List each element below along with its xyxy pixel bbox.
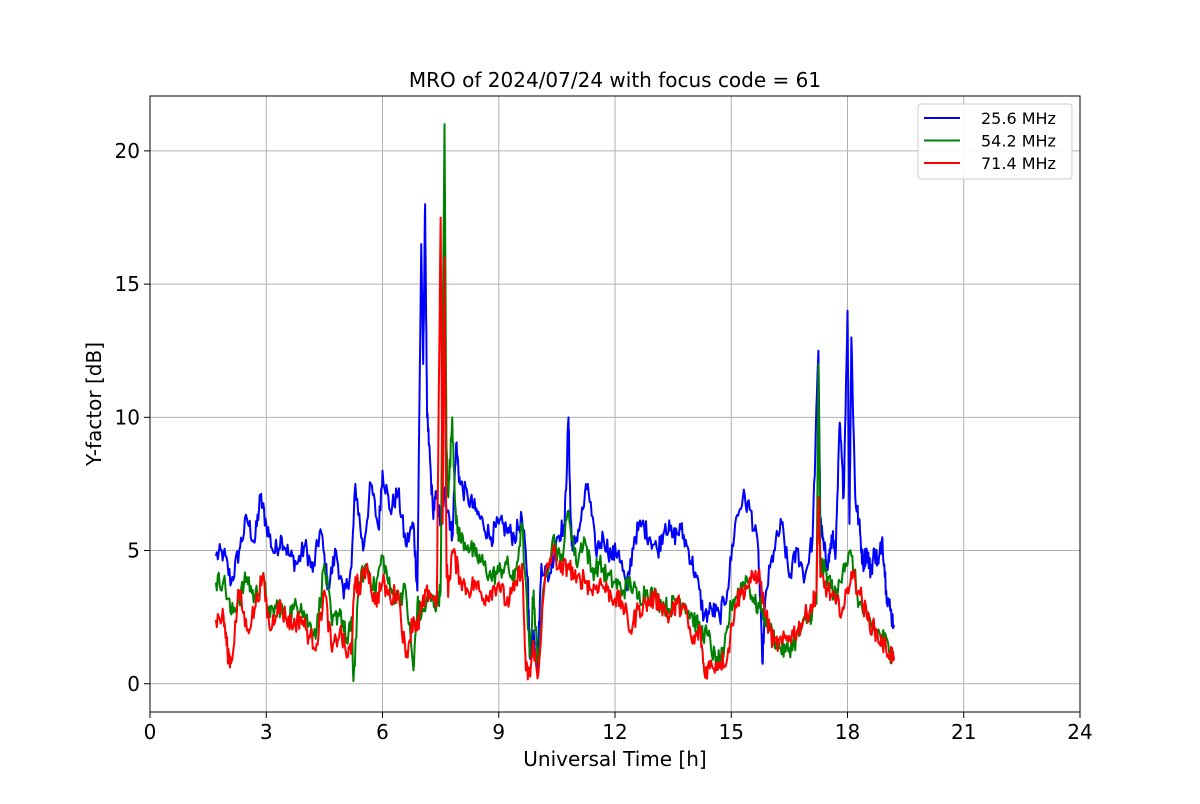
legend-label-2: 71.4 MHz xyxy=(981,154,1056,173)
chart-title: MRO of 2024/07/24 with focus code = 61 xyxy=(409,68,821,92)
x-tick-label: 6 xyxy=(376,720,389,744)
x-tick-label: 9 xyxy=(492,720,505,744)
x-tick-label: 15 xyxy=(719,720,744,744)
y-tick-label: 15 xyxy=(115,272,140,296)
y-tick-label: 10 xyxy=(115,405,140,429)
plot-series xyxy=(214,123,895,683)
x-tick-label: 0 xyxy=(144,720,157,744)
x-tick-label: 12 xyxy=(602,720,627,744)
legend-box xyxy=(917,103,1073,180)
x-tick-label: 3 xyxy=(260,720,273,744)
y-axis-label: Y-factor [dB] xyxy=(82,342,106,467)
axis-ticks: 0 3 6 9 12 15 18 21 24 0 5 10 15 20 xyxy=(115,139,1093,744)
x-axis-label: Universal Time [h] xyxy=(523,747,706,771)
series-line-1 xyxy=(214,123,895,683)
y-tick-label: 20 xyxy=(115,139,140,163)
x-tick-label: 21 xyxy=(951,720,976,744)
legend: 25.6 MHz 54.2 MHz 71.4 MHz xyxy=(917,103,1073,180)
y-tick-label: 5 xyxy=(127,539,140,563)
legend-label-0: 25.6 MHz xyxy=(981,109,1056,128)
y-tick-label: 0 xyxy=(127,672,140,696)
x-tick-label: 24 xyxy=(1067,720,1092,744)
x-tick-label: 18 xyxy=(835,720,860,744)
series-line-2 xyxy=(214,216,895,681)
legend-label-1: 54.2 MHz xyxy=(981,132,1056,151)
